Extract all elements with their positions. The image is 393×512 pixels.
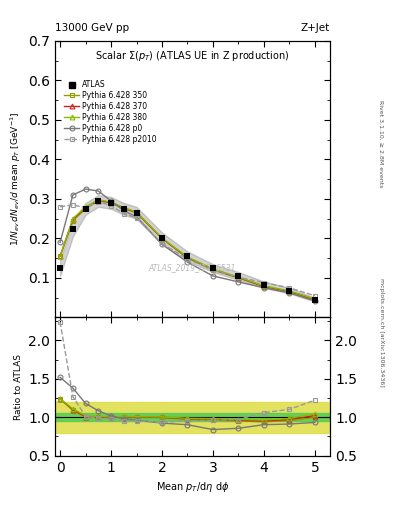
Text: Rivet 3.1.10, ≥ 2.8M events: Rivet 3.1.10, ≥ 2.8M events bbox=[379, 100, 384, 187]
Pythia 6.428 350 bbox=[70, 218, 75, 224]
Pythia 6.428 p2010 bbox=[134, 215, 139, 221]
Pythia 6.428 p2010 bbox=[160, 241, 164, 247]
Pythia 6.428 380 bbox=[109, 199, 114, 205]
Pythia 6.428 p0 bbox=[312, 298, 317, 304]
Line: Pythia 6.428 p2010: Pythia 6.428 p2010 bbox=[58, 199, 317, 298]
Pythia 6.428 380 bbox=[160, 235, 164, 241]
Pythia 6.428 p2010 bbox=[96, 199, 101, 205]
Pythia 6.428 370 bbox=[287, 288, 292, 294]
Pythia 6.428 350 bbox=[96, 198, 101, 204]
Pythia 6.428 p2010 bbox=[58, 204, 62, 210]
Pythia 6.428 370 bbox=[160, 236, 164, 242]
Pythia 6.428 350 bbox=[211, 267, 215, 273]
Pythia 6.428 p2010 bbox=[211, 267, 215, 273]
Pythia 6.428 p0 bbox=[58, 239, 62, 245]
Pythia 6.428 p0 bbox=[160, 241, 164, 247]
Pythia 6.428 p0 bbox=[96, 188, 101, 194]
Pythia 6.428 380 bbox=[312, 296, 317, 302]
Text: 13000 GeV pp: 13000 GeV pp bbox=[55, 23, 129, 33]
Pythia 6.428 p0 bbox=[121, 208, 126, 214]
Pythia 6.428 p2010 bbox=[83, 205, 88, 211]
Pythia 6.428 350 bbox=[236, 275, 241, 281]
Line: Pythia 6.428 350: Pythia 6.428 350 bbox=[58, 199, 317, 302]
Pythia 6.428 p2010 bbox=[70, 202, 75, 208]
Pythia 6.428 p0 bbox=[83, 186, 88, 192]
Text: Z+Jet: Z+Jet bbox=[301, 23, 330, 33]
X-axis label: Mean $p_T$/d$\eta$ d$\phi$: Mean $p_T$/d$\eta$ d$\phi$ bbox=[156, 480, 229, 494]
Pythia 6.428 370 bbox=[121, 205, 126, 211]
Pythia 6.428 380 bbox=[185, 254, 190, 260]
Pythia 6.428 370 bbox=[261, 283, 266, 289]
Bar bbox=[55, 402, 330, 433]
Text: ATLAS_2019_I1736531: ATLAS_2019_I1736531 bbox=[149, 263, 236, 272]
Pythia 6.428 p2010 bbox=[261, 280, 266, 286]
Pythia 6.428 380 bbox=[261, 283, 266, 289]
Pythia 6.428 380 bbox=[121, 205, 126, 211]
Pythia 6.428 p0 bbox=[185, 259, 190, 265]
Pythia 6.428 p0 bbox=[211, 273, 215, 279]
Pythia 6.428 380 bbox=[134, 209, 139, 215]
Pythia 6.428 370 bbox=[83, 205, 88, 211]
Pythia 6.428 380 bbox=[83, 204, 88, 210]
Pythia 6.428 350 bbox=[58, 253, 62, 259]
Pythia 6.428 p0 bbox=[109, 198, 114, 204]
Pythia 6.428 p2010 bbox=[236, 274, 241, 280]
Pythia 6.428 350 bbox=[160, 236, 164, 242]
Pythia 6.428 370 bbox=[70, 217, 75, 223]
Pythia 6.428 380 bbox=[236, 274, 241, 280]
Line: Pythia 6.428 370: Pythia 6.428 370 bbox=[58, 198, 317, 302]
Line: Pythia 6.428 380: Pythia 6.428 380 bbox=[58, 197, 317, 301]
Pythia 6.428 370 bbox=[134, 209, 139, 216]
Y-axis label: $1/N_{ev}\,dN_{ev}/d$ mean $p_T$ [GeV$^{-1}$]: $1/N_{ev}\,dN_{ev}/d$ mean $p_T$ [GeV$^{… bbox=[8, 112, 23, 246]
Legend: ATLAS, Pythia 6.428 350, Pythia 6.428 370, Pythia 6.428 380, Pythia 6.428 p0, Py: ATLAS, Pythia 6.428 350, Pythia 6.428 37… bbox=[62, 78, 159, 146]
Pythia 6.428 350 bbox=[83, 206, 88, 212]
Pythia 6.428 370 bbox=[185, 254, 190, 261]
Pythia 6.428 350 bbox=[134, 210, 139, 216]
Pythia 6.428 p0 bbox=[134, 214, 139, 220]
Bar bbox=[55, 414, 330, 421]
Pythia 6.428 p2010 bbox=[287, 285, 292, 291]
Pythia 6.428 p2010 bbox=[185, 256, 190, 262]
Pythia 6.428 p2010 bbox=[121, 210, 126, 217]
Text: Scalar $\Sigma(p_T)$ (ATLAS UE in Z production): Scalar $\Sigma(p_T)$ (ATLAS UE in Z prod… bbox=[95, 49, 290, 63]
Pythia 6.428 350 bbox=[185, 255, 190, 261]
Pythia 6.428 380 bbox=[287, 288, 292, 294]
Pythia 6.428 380 bbox=[58, 253, 62, 259]
Pythia 6.428 370 bbox=[211, 266, 215, 272]
Pythia 6.428 370 bbox=[236, 274, 241, 281]
Line: Pythia 6.428 p0: Pythia 6.428 p0 bbox=[58, 187, 317, 303]
Pythia 6.428 p0 bbox=[70, 192, 75, 198]
Pythia 6.428 350 bbox=[109, 200, 114, 206]
Pythia 6.428 p0 bbox=[287, 290, 292, 296]
Pythia 6.428 350 bbox=[261, 284, 266, 290]
Pythia 6.428 380 bbox=[211, 266, 215, 272]
Pythia 6.428 350 bbox=[312, 296, 317, 303]
Pythia 6.428 370 bbox=[58, 253, 62, 259]
Text: mcplots.cern.ch [arXiv:1306.3436]: mcplots.cern.ch [arXiv:1306.3436] bbox=[379, 279, 384, 387]
Pythia 6.428 p0 bbox=[261, 285, 266, 291]
Pythia 6.428 p0 bbox=[236, 279, 241, 285]
Y-axis label: Ratio to ATLAS: Ratio to ATLAS bbox=[14, 354, 23, 419]
Pythia 6.428 380 bbox=[70, 216, 75, 222]
Pythia 6.428 370 bbox=[109, 200, 114, 206]
Pythia 6.428 p2010 bbox=[109, 203, 114, 209]
Pythia 6.428 p2010 bbox=[312, 293, 317, 299]
Pythia 6.428 350 bbox=[121, 206, 126, 212]
Pythia 6.428 380 bbox=[96, 197, 101, 203]
Pythia 6.428 370 bbox=[96, 198, 101, 204]
Pythia 6.428 370 bbox=[312, 296, 317, 303]
Pythia 6.428 350 bbox=[287, 289, 292, 295]
